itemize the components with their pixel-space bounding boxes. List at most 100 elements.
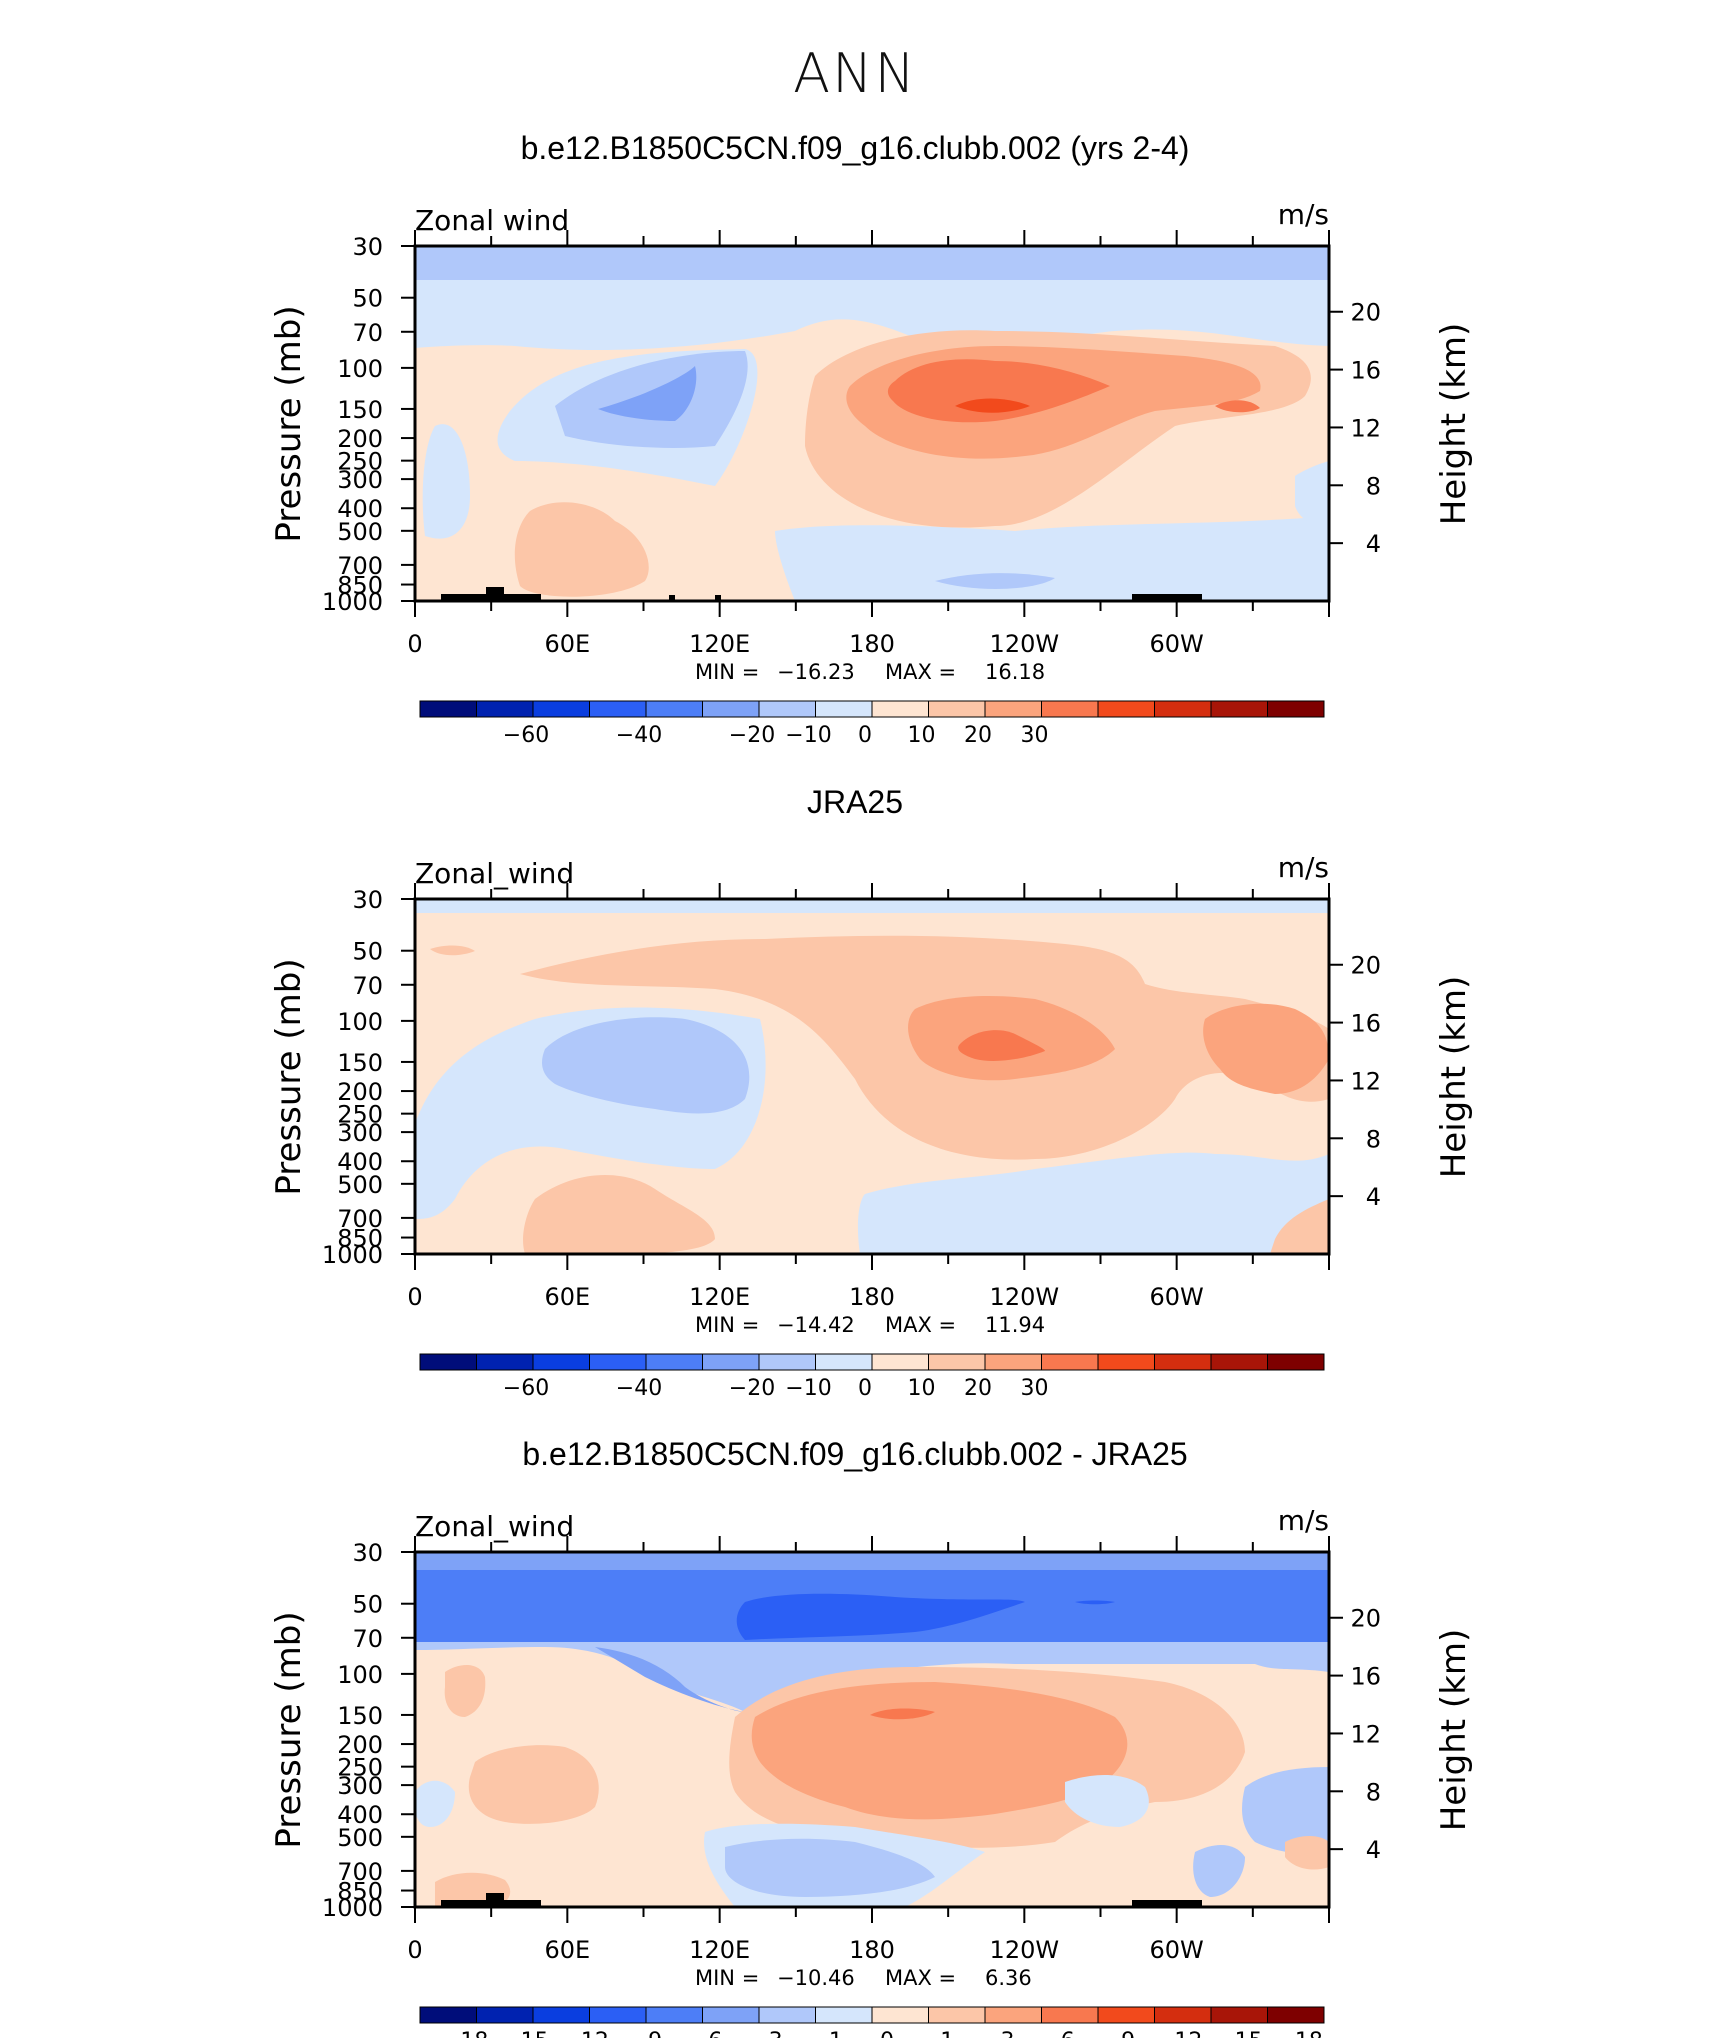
y-tick-label: 250 [337,1101,383,1129]
colorbar-swatch [1154,700,1212,718]
x-tick-label: 60W [1150,630,1204,658]
colorbar-swatch [589,2006,647,2024]
colorbar-label: −6 [690,2029,722,2038]
x-tick-label: 120E [689,630,750,658]
y-tick-label: 850 [337,572,383,600]
colorbar-swatch [871,700,929,718]
field-lower-blue-core [935,573,1055,589]
colorbar-swatch [984,1353,1042,1371]
field-red-core [870,1708,935,1720]
y-right-tick-label: 20 [1350,1605,1381,1633]
field-right-blue [1295,461,1329,526]
field-blue-core [598,366,697,421]
colorbar-swatch [758,2006,816,2024]
y-tick-label: 700 [337,1858,383,1886]
colorbar-label: 12 [1174,2029,1202,2038]
field-red-lower-right [1270,1199,1329,1254]
colorbar-label: 10 [908,1376,936,1401]
colorbar-swatch [984,700,1042,718]
colorbar-label: −10 [785,1376,831,1401]
colorbar-swatch [532,1353,590,1371]
field-dark-blue-core [736,1593,1025,1640]
y-tick-label: 100 [337,355,383,383]
y-tick-label: 70 [352,1625,383,1653]
colorbar-swatch [1267,700,1325,718]
colorbar-label: 1 [940,2029,954,2038]
x-tick-label: 180 [849,630,895,658]
y-tick-label: 300 [337,466,383,494]
field-red-right-max [1215,400,1260,413]
panel1-title: b.e12.B1850C5CN.f09_g16.clubb.002 (yrs 2… [520,130,1190,166]
colorbar-swatch [532,2006,590,2024]
y-right-tick-label: 20 [1350,952,1381,980]
panel1-left-string: Zonal wind [415,204,569,237]
y-right-tick-label: 8 [1366,1125,1381,1153]
colorbar-label: 9 [1121,2029,1135,2038]
x-tick-label: 0 [407,1283,422,1311]
panel3-max-label: MAX = [885,1966,956,1990]
colorbar-label: −20 [729,1376,775,1401]
colorbar-swatch [1097,700,1155,718]
colorbar-label: −60 [503,1376,549,1401]
panel1-topography [441,587,1202,601]
x-tick-label: 180 [849,1283,895,1311]
field-red-left-2 [468,1745,599,1824]
field-red-jet-inner [887,359,1110,423]
colorbar-label: 0 [858,1376,872,1401]
y-right-tick-label: 16 [1350,1010,1381,1038]
colorbar-swatch [758,700,816,718]
panel2-ylabel-right: Height (km) [1434,976,1474,1179]
colorbar-swatch [532,700,590,718]
x-tick-label: 60E [544,1936,590,1964]
panel3-topography [441,1893,1202,1907]
y-right-tick-label: 16 [1350,357,1381,385]
panel1-ylabel-right: Height (km) [1434,323,1474,526]
figure-title: ANN [793,42,917,105]
panel2-max-label: MAX = [885,1313,956,1337]
colorbar-label: 18 [1295,2029,1323,2038]
panel3-field [415,1552,1329,1907]
y-tick-label: 850 [337,1225,383,1253]
y-right-tick-label: 12 [1350,1067,1381,1095]
y-right-tick-label: 12 [1350,414,1381,442]
y-tick-label: 1000 [322,1241,383,1269]
y-tick-label: 150 [337,1702,383,1730]
colorbar-label: −20 [729,723,775,748]
colorbar-label: 0 [880,2029,894,2038]
y-tick-label: 70 [352,319,383,347]
panel3-title: b.e12.B1850C5CN.f09_g16.clubb.002 - JRA2… [522,1436,1188,1472]
panel1-y-axis-right: 20 16 12 8 4 [1329,299,1381,558]
y-tick-label: 1000 [322,588,383,616]
y-tick-label: 500 [337,518,383,546]
colorbar-swatch [589,700,647,718]
panel3-left-string: Zonal_wind [415,1510,574,1543]
colorbar-swatch [702,2006,760,2024]
panel1-colorbar: −60 −40 −20 −10 0 10 20 30 [419,700,1325,748]
y-tick-label: 200 [337,425,383,453]
colorbar-label: −40 [616,1376,662,1401]
panel1-max-label: MAX = [885,660,956,684]
field-upper-blue [415,280,1329,353]
colorbar-swatch [984,2006,1042,2024]
panel1: 0 60E 120E 180 120W 60W 305070100150200250300… [269,198,1474,748]
y-right-tick-label: 20 [1350,299,1381,327]
y-tick-label: 30 [352,1539,383,1567]
colorbar-label: 10 [908,723,936,748]
colorbar-swatch [645,700,703,718]
colorbar-label: −1 [811,2029,843,2038]
y-tick-label: 500 [337,1171,383,1199]
panel2-max-value: 11.94 [985,1313,1045,1337]
panel2-colorbar: −60 −40 −20 −10 0 10 20 30 [419,1353,1325,1401]
field-red-jet-core [958,1030,1045,1062]
panel2-ylabel: Pressure (mb) [269,958,309,1195]
y-tick-label: 300 [337,1772,383,1800]
panel3-ylabel-right: Height (km) [1434,1629,1474,1832]
y-right-tick-label: 4 [1366,530,1381,558]
field-left-blue [422,424,470,539]
field-top-band-lower-2 [595,1647,745,1712]
field-red-right-lower [1285,1836,1329,1870]
y-tick-label: 50 [352,1591,383,1619]
field-red-jet-max [955,398,1030,413]
panel1-max-value: 16.18 [985,660,1045,684]
